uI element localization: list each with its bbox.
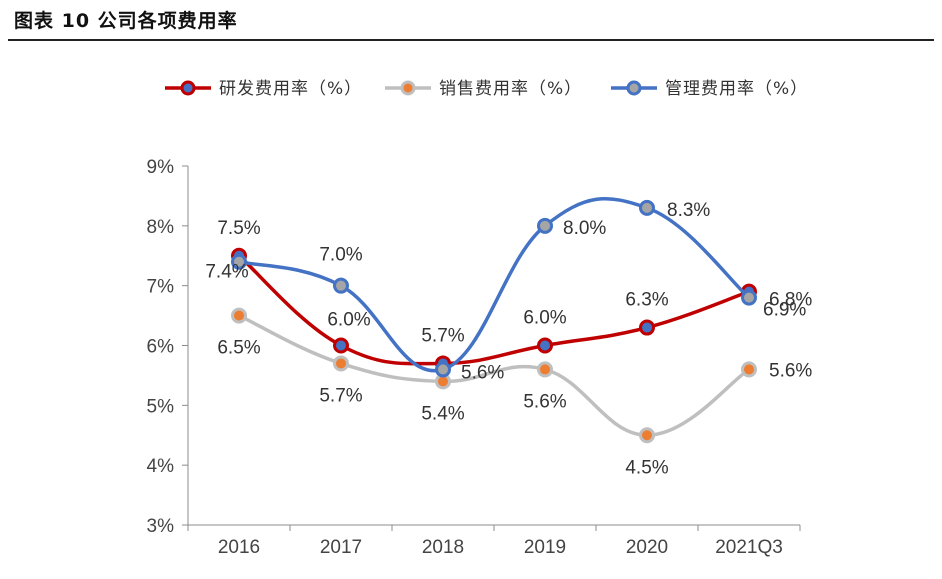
data-label: 5.7% <box>319 385 362 406</box>
x-tick-label: 2017 <box>320 537 362 558</box>
series-1-point <box>333 337 349 354</box>
y-tick-label: 7% <box>147 277 175 298</box>
legend-label: 销售费用率（%） <box>439 79 582 99</box>
y-tick-label: 3% <box>147 516 175 537</box>
legend-swatch-marker <box>626 80 642 96</box>
figure-title: 图表 10 公司各项费用率 <box>14 10 238 32</box>
x-tick-label: 2018 <box>422 537 464 558</box>
legend-swatch-marker <box>400 80 416 96</box>
data-label: 6.8% <box>769 290 812 311</box>
series-line-2 <box>237 313 751 437</box>
series-3-point <box>639 199 655 216</box>
data-label: 8.3% <box>667 200 710 221</box>
data-label: 5.6% <box>461 362 504 383</box>
y-tick-label: 5% <box>147 396 175 417</box>
legend-label: 管理费用率（%） <box>665 79 808 99</box>
series-2-point <box>333 355 349 372</box>
series-3-point <box>537 217 553 234</box>
series-2-point <box>231 307 247 324</box>
x-tick-label: 2016 <box>218 537 260 558</box>
y-tick-label: 9% <box>147 157 175 178</box>
series-3-point <box>741 289 757 306</box>
series-line-1 <box>237 254 751 366</box>
series-2-point <box>741 361 757 378</box>
data-label: 6.0% <box>523 308 566 329</box>
data-label: 5.6% <box>769 360 812 381</box>
series-1-point <box>639 319 655 336</box>
data-label: 7.0% <box>319 245 362 266</box>
y-tick-label: 8% <box>147 217 175 238</box>
data-label: 6.5% <box>217 338 260 359</box>
data-label: 8.0% <box>563 218 606 239</box>
y-tick-label: 4% <box>147 456 175 477</box>
data-label: 5.6% <box>523 391 566 412</box>
data-label: 5.7% <box>421 325 464 346</box>
data-label: 7.4% <box>205 262 248 283</box>
x-tick-label: 2021Q3 <box>715 537 783 558</box>
data-label: 7.5% <box>217 218 260 239</box>
series-3-point <box>231 253 247 270</box>
title-divider <box>8 39 934 41</box>
series-line-3 <box>237 197 751 373</box>
data-label: 6.0% <box>327 310 370 331</box>
x-tick-label: 2020 <box>626 537 668 558</box>
series-3-point <box>435 361 451 378</box>
series-2-point <box>639 427 655 444</box>
y-tick-label: 6% <box>147 337 175 358</box>
data-label: 5.4% <box>421 403 464 424</box>
data-label: 6.3% <box>625 290 668 311</box>
series-3-point <box>333 277 349 294</box>
series-1-point <box>537 337 553 354</box>
data-label: 4.5% <box>625 457 668 478</box>
series-2-point <box>537 361 553 378</box>
data-label: 6.9% <box>763 300 806 321</box>
x-tick-label: 2019 <box>524 537 566 558</box>
legend-label: 研发费用率（%） <box>219 79 362 99</box>
legend-swatch-marker <box>180 80 196 96</box>
